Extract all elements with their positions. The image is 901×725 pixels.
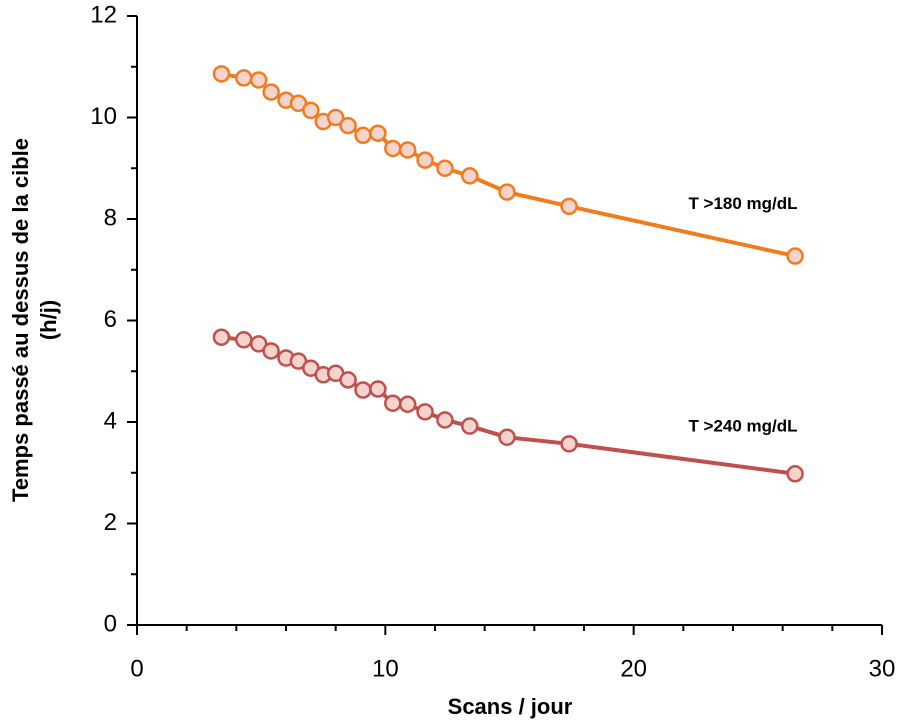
point xyxy=(249,71,268,89)
y-tick-label: 4 xyxy=(104,407,117,434)
series-line xyxy=(221,335,796,476)
point xyxy=(786,465,804,483)
point xyxy=(498,428,516,446)
point xyxy=(339,371,357,389)
x-tick-label: 10 xyxy=(372,655,399,682)
y-tick-label: 10 xyxy=(90,103,117,130)
x-tick-label: 30 xyxy=(869,655,896,682)
point xyxy=(339,116,357,135)
series-line xyxy=(221,71,796,259)
y-tick-label: 8 xyxy=(104,204,117,231)
point xyxy=(262,83,280,101)
point xyxy=(498,183,516,201)
y-tick-label: 6 xyxy=(104,306,117,333)
x-tick-label: 0 xyxy=(130,655,143,682)
point xyxy=(560,435,578,453)
point xyxy=(461,167,479,185)
point xyxy=(436,411,454,429)
point xyxy=(416,403,434,421)
y-tick-label: 12 xyxy=(90,1,117,28)
x-axis-label: Scans / jour xyxy=(448,694,573,719)
point xyxy=(461,417,479,435)
point xyxy=(235,69,253,87)
point xyxy=(212,328,231,346)
y-tick-label: 2 xyxy=(104,509,117,536)
y-axis-label: Temps passé au dessus de la cible xyxy=(8,138,33,502)
point xyxy=(384,139,402,158)
point xyxy=(436,159,454,177)
series-label: T >240 mg/dL xyxy=(688,416,797,435)
point xyxy=(262,342,280,360)
point xyxy=(354,126,372,145)
point xyxy=(354,381,372,399)
point xyxy=(398,141,417,159)
point xyxy=(302,101,320,120)
point xyxy=(416,151,434,169)
y-tick-label: 0 xyxy=(104,610,117,637)
point xyxy=(786,247,804,265)
point xyxy=(560,197,578,216)
x-tick-label: 20 xyxy=(620,655,647,682)
y-axis-label: (h/j) xyxy=(36,300,61,340)
series-label: T >180 mg/dL xyxy=(688,194,797,213)
point xyxy=(369,124,387,142)
point xyxy=(212,65,231,83)
point xyxy=(369,380,387,398)
point xyxy=(398,395,417,413)
point xyxy=(326,108,345,127)
point xyxy=(235,331,253,349)
point xyxy=(384,394,402,412)
